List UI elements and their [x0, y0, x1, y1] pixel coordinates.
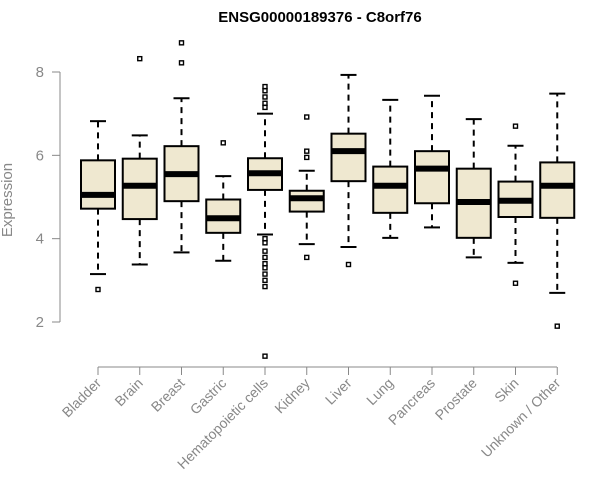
outlier-point	[554, 323, 560, 329]
box-gastric	[205, 140, 242, 262]
outlier-point	[262, 88, 268, 94]
box-hematopoietic-cells	[247, 83, 283, 359]
outlier-point	[304, 254, 310, 261]
outlier-point	[262, 260, 268, 267]
outlier-point	[262, 283, 268, 290]
outlier-point	[178, 40, 185, 46]
outlier-point	[304, 148, 310, 154]
box-lung	[372, 98, 409, 239]
box-skin	[497, 123, 534, 286]
iqr-box	[330, 132, 367, 183]
iqr-box	[372, 165, 409, 214]
outlier-point	[512, 280, 519, 286]
outlier-point	[262, 248, 268, 254]
y-axis-label: Expression	[0, 163, 16, 237]
outlier-point	[95, 286, 101, 293]
outlier-point	[262, 353, 268, 359]
iqr-box	[539, 161, 576, 219]
x-tick-label: Brain	[111, 375, 145, 409]
outlier-point	[262, 104, 268, 111]
outlier-point	[262, 254, 268, 261]
box-liver	[330, 73, 367, 268]
outlier-point	[262, 265, 268, 271]
outlier-point	[512, 123, 519, 129]
outlier-point	[220, 140, 226, 146]
x-tick-label: Skin	[491, 375, 522, 406]
y-axis-ticks: 2 4 6 8	[36, 64, 60, 331]
x-tick-label: Kidney	[271, 375, 313, 417]
iqr-box	[414, 150, 450, 205]
outlier-point	[345, 261, 352, 268]
x-tick-label: Unknown / Other	[478, 375, 564, 461]
chart-title: ENSG00000189376 - C8orf76	[218, 9, 421, 26]
outlier-point	[262, 277, 268, 284]
x-tick-label: Bladder	[59, 375, 105, 421]
box-brain	[121, 55, 158, 266]
y-tick-label: 6	[36, 147, 44, 164]
x-tick-label: Prostate	[432, 375, 480, 423]
outlier-point	[178, 60, 185, 66]
outlier-point	[262, 240, 268, 246]
box-kidney	[288, 114, 325, 261]
outlier-point	[137, 55, 143, 62]
x-tick-label: Breast	[148, 375, 188, 415]
y-tick-label: 2	[36, 314, 44, 331]
y-tick-label: 4	[36, 231, 44, 248]
outlier-point	[262, 83, 268, 90]
iqr-box	[121, 157, 158, 221]
y-tick-label: 8	[36, 64, 44, 81]
box-bladder	[80, 120, 116, 293]
outlier-point	[262, 100, 268, 106]
x-tick-label: Liver	[322, 375, 355, 408]
boxes-layer	[80, 40, 576, 359]
x-tick-label: Lung	[363, 375, 396, 408]
outlier-point	[262, 94, 268, 100]
box-unknown-other	[539, 92, 576, 329]
outlier-point	[304, 154, 310, 161]
iqr-box	[80, 159, 116, 210]
outlier-point	[262, 271, 268, 277]
outlier-point	[304, 114, 310, 120]
box-pancreas	[414, 94, 450, 229]
box-breast	[163, 40, 200, 254]
outlier-point	[262, 235, 268, 242]
box-prostate	[455, 118, 492, 259]
